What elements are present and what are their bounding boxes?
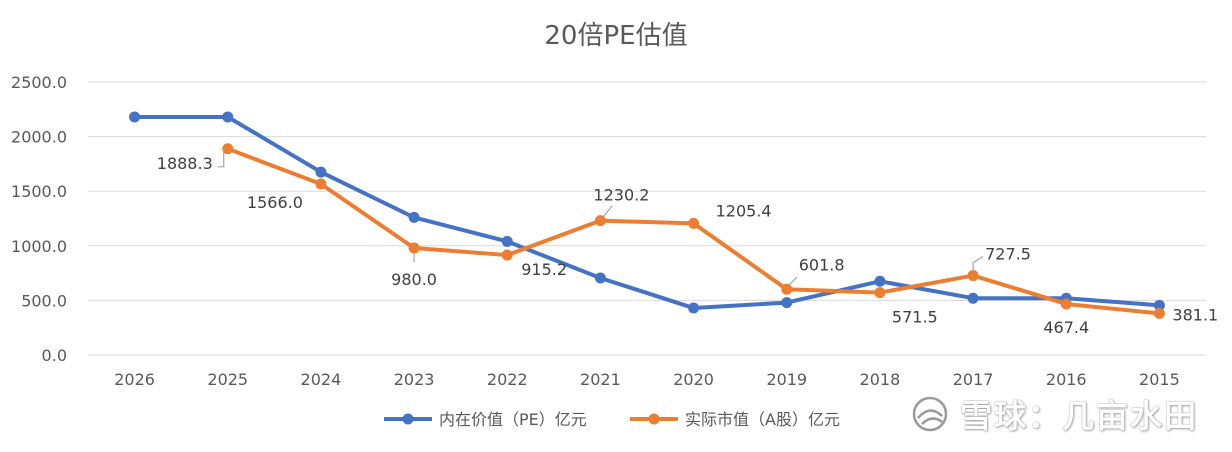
data-point — [688, 217, 700, 229]
data-point — [315, 178, 327, 190]
data-label: 727.5 — [985, 245, 1031, 264]
data-label: 1888.3 — [157, 154, 213, 173]
data-point — [967, 270, 979, 282]
x-tick-label: 2019 — [766, 370, 807, 389]
legend-entry-0[interactable]: 内在价值（PE）亿元 — [384, 410, 587, 429]
series-0 — [129, 111, 1165, 314]
data-point — [408, 242, 420, 254]
x-tick-label: 2018 — [860, 370, 901, 389]
data-label: 980.0 — [391, 270, 437, 289]
data-point — [1060, 298, 1072, 310]
series — [129, 111, 1165, 319]
data-point — [874, 287, 886, 299]
watermark-text: 雪球：几亩水田 — [959, 397, 1198, 435]
data-point — [688, 302, 700, 314]
data-point — [222, 111, 234, 123]
data-label: 467.4 — [1043, 318, 1089, 337]
x-tick-label: 2016 — [1046, 370, 1087, 389]
legend-label: 实际市值（A股）亿元 — [685, 410, 840, 429]
data-point — [222, 143, 234, 155]
legend-label: 内在价值（PE）亿元 — [439, 410, 587, 429]
snowball-logo-icon — [912, 396, 948, 432]
data-label-leader — [602, 205, 613, 218]
legend[interactable]: 内在价值（PE）亿元 实际市值（A股）亿元 — [384, 410, 840, 429]
data-label: 571.5 — [892, 308, 938, 327]
x-tick-label: 2026 — [114, 370, 155, 389]
data-point — [1153, 299, 1165, 311]
data-point — [501, 249, 513, 261]
series-1 — [222, 143, 1165, 319]
data-point — [315, 166, 327, 178]
y-tick-label: 2500.0 — [11, 73, 67, 92]
data-point — [129, 111, 141, 123]
x-tick-label: 2021 — [580, 370, 621, 389]
data-label: 915.2 — [521, 260, 567, 279]
data-point — [781, 297, 793, 309]
chart-title: 20倍PE估值 — [544, 21, 687, 51]
data-label-leader — [788, 276, 798, 286]
data-label-leader — [217, 148, 225, 168]
data-point — [501, 235, 513, 247]
watermark: 雪球：几亩水田 — [910, 392, 1198, 436]
data-label: 1205.4 — [716, 201, 772, 220]
series-line — [132, 114, 1162, 311]
data-label: 601.8 — [799, 255, 845, 274]
data-labels: 1888.3 1566.0 980.0 915.2 1230.2 1205.4 601.8 5… — [157, 148, 1218, 337]
data-label: 1230.2 — [593, 186, 649, 205]
x-tick-label: 2024 — [301, 370, 342, 389]
data-label-leader — [972, 256, 984, 272]
data-point — [594, 272, 606, 284]
data-point — [408, 211, 420, 223]
y-tick-label: 1000.0 — [11, 237, 67, 256]
data-point — [1153, 307, 1165, 319]
data-point — [874, 275, 886, 287]
data-label: 1566.0 — [247, 193, 303, 212]
y-tick-label: 1500.0 — [11, 182, 67, 201]
data-point — [781, 283, 793, 295]
x-tick-label: 2022 — [487, 370, 528, 389]
data-point — [594, 215, 606, 227]
x-tick-label: 2020 — [673, 370, 714, 389]
legend-entry-1[interactable]: 实际市值（A股）亿元 — [630, 410, 840, 429]
y-tick-label: 2000.0 — [11, 128, 67, 147]
gridlines — [88, 81, 1206, 356]
y-tick-label: 0.0 — [42, 346, 67, 365]
data-point — [967, 292, 979, 304]
legend-marker — [402, 413, 414, 425]
x-tick-label: 2017 — [953, 370, 994, 389]
x-tick-label: 2015 — [1139, 370, 1180, 389]
x-tick-label: 2023 — [394, 370, 435, 389]
x-tick-label: 2025 — [207, 370, 248, 389]
y-axis-tick-labels: 0.0 500.0 1000.0 1500.0 2000.0 2500.0 — [11, 73, 67, 365]
x-axis-tick-labels: 2026 2025 2024 2023 2022 2021 2020 2019 2018 2017… — [114, 370, 1180, 389]
y-tick-label: 500.0 — [21, 291, 67, 310]
legend-marker — [648, 413, 660, 425]
data-label: 381.1 — [1172, 305, 1218, 324]
